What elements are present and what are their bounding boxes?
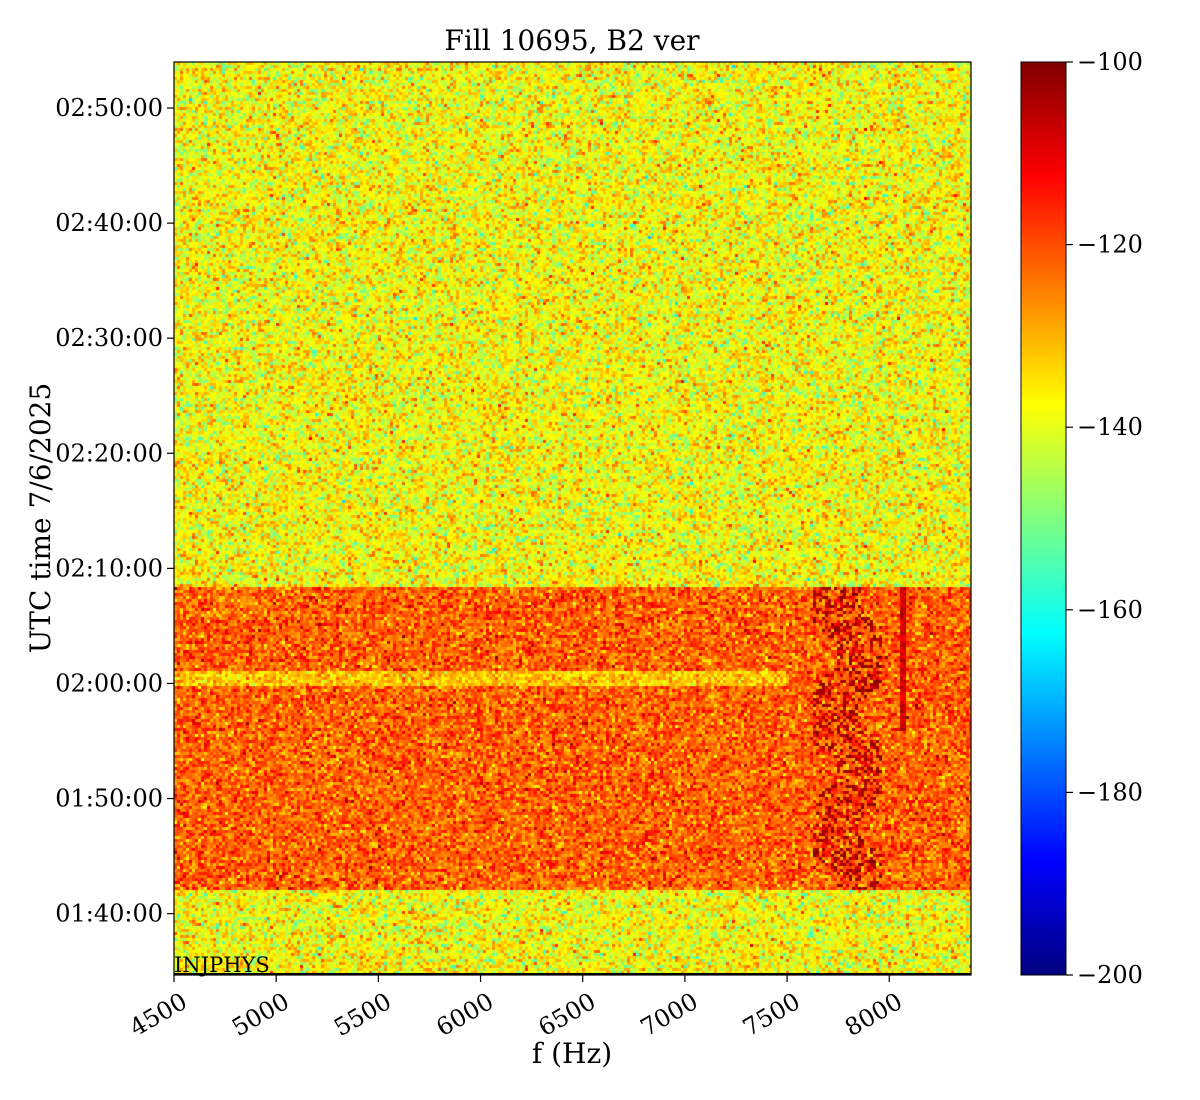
colorbar-tick-label: −180 <box>1077 778 1143 806</box>
y-tick-label: 01:40:00 <box>55 900 163 928</box>
y-tick-label: 01:50:00 <box>55 785 163 813</box>
x-axis-ticks: 4500 5000 5500 6000 6500 7000 7500 8000 <box>125 975 907 1042</box>
injphys-annotation: INJPHYS <box>174 953 270 977</box>
x-tick-label: 7000 <box>636 987 703 1042</box>
colorbar-tick-label: −200 <box>1077 961 1143 989</box>
y-tick-label: 02:10:00 <box>55 554 163 582</box>
plot-area <box>173 61 972 976</box>
spectrogram-heatmap <box>174 62 971 975</box>
y-tick-label: 02:00:00 <box>55 669 163 697</box>
colorbar-tick-label: −160 <box>1077 596 1143 624</box>
y-tick-label: 02:30:00 <box>55 324 163 352</box>
x-tick-label: 5000 <box>227 987 294 1042</box>
y-tick-label: 02:40:00 <box>55 209 163 237</box>
y-axis-ticks: 01:40:00 01:50:00 02:00:00 02:10:00 02:20:00… <box>55 94 174 928</box>
chart-title: Fill 10695, B2 ver <box>444 24 700 57</box>
colorbar-tick-label: −100 <box>1077 48 1143 76</box>
x-tick-label: 6000 <box>431 987 498 1042</box>
colorbar-ticks: −100 −120 −140 −160 −180 −200 <box>1066 48 1143 989</box>
x-axis-label: f (Hz) <box>532 1037 612 1070</box>
colorbar-tick-label: −140 <box>1077 413 1143 441</box>
y-tick-label: 02:20:00 <box>55 439 163 467</box>
colorbar-tick-label: −120 <box>1077 231 1143 259</box>
x-tick-label: 5500 <box>329 987 396 1042</box>
x-tick-label: 8000 <box>840 987 907 1042</box>
y-tick-label: 02:50:00 <box>55 94 163 122</box>
x-tick-label: 4500 <box>125 987 192 1042</box>
x-tick-label: 6500 <box>534 987 601 1042</box>
x-tick-label: 7500 <box>738 987 805 1042</box>
colorbar-gradient <box>1020 61 1067 976</box>
colorbar: −100 −120 −140 −160 −180 −200 <box>1020 48 1143 989</box>
y-axis-label: UTC time 7/6/2025 <box>24 383 57 654</box>
